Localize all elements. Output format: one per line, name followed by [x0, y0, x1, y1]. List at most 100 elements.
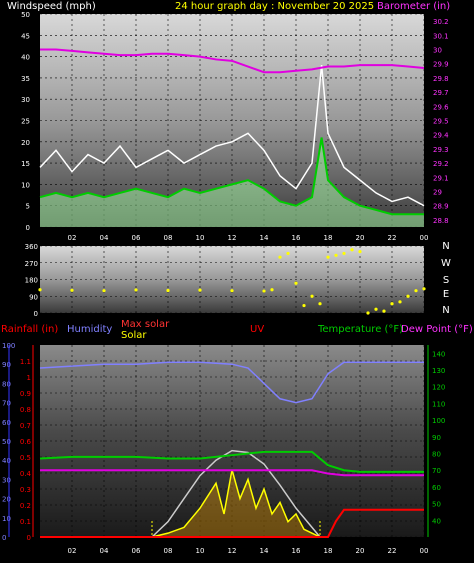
x-tick-label: 02	[68, 547, 77, 555]
direction-point	[342, 251, 346, 256]
x-tick-label: 04	[100, 234, 109, 242]
rainfall-y-tick-label: 0.8	[20, 406, 31, 414]
direction-point	[326, 255, 330, 259]
direction-point	[302, 303, 306, 308]
climate-series	[39, 361, 424, 538]
direction-point	[350, 248, 354, 252]
wind-y-tick-label: 45	[21, 32, 30, 40]
barometer-y-ticks: 30.2 30.1 30 29.9 29.8 29.7 29.6 29.5 29.4 29.3 29…	[433, 18, 449, 225]
direction-point	[334, 253, 338, 257]
direction-point	[358, 249, 362, 254]
compass-label: N	[442, 305, 449, 316]
x-tick-label: 04	[100, 547, 109, 555]
temperature-y-tick-label: 40	[432, 517, 441, 525]
rainfall-y-tick-label: 0.1	[20, 518, 31, 526]
rainfall-y-tick-label: 0.4	[20, 470, 32, 478]
direction-point	[278, 255, 282, 259]
x-tick-label: 22	[388, 234, 397, 242]
barometer-y-tick-label: 29.3	[433, 146, 449, 154]
barometer-y-tick-label: 29.1	[433, 174, 449, 182]
wind-gust-line	[39, 65, 425, 207]
temperature-y-tick-label: 60	[432, 484, 441, 492]
humidity-y-tick-label: 40	[2, 457, 11, 465]
temperature-y-tick-label: 80	[432, 451, 441, 459]
direction-point	[398, 300, 402, 304]
barometer-y-tick-label: 29.6	[433, 103, 449, 111]
compass-label: E	[443, 289, 449, 300]
dew-point-line	[40, 469, 424, 477]
barometer-y-tick-label: 28.9	[433, 203, 449, 211]
direction-point	[70, 288, 74, 292]
humidity-y-tick-label: 30	[2, 476, 11, 484]
barometer-y-tick-label: 28.8	[433, 217, 449, 225]
solar-line	[151, 469, 321, 538]
wind-y-tick-label: 20	[21, 139, 30, 147]
x-tick-label: 20	[356, 234, 365, 242]
direction-point	[422, 287, 426, 291]
direction-y-ticks: 360 270 180 90 0	[25, 243, 38, 318]
barometer-y-tick-label: 29.2	[433, 160, 449, 168]
direction-point	[286, 251, 290, 256]
x-tick-label: 16	[292, 547, 301, 555]
direction-point	[374, 307, 378, 311]
humidity-y-tick-label: 20	[2, 496, 11, 504]
wind-y-tick-label: 35	[21, 75, 30, 83]
direction-point	[414, 289, 418, 293]
barometer-y-tick-label: 30.1	[433, 32, 449, 40]
direction-point	[38, 288, 42, 292]
direction-point	[262, 289, 266, 293]
rainfall-y-tick-label: 0	[27, 534, 31, 542]
x-tick-label: 00	[420, 547, 429, 555]
x-tick-label: 18	[324, 547, 333, 555]
climate-panel-grid	[40, 345, 425, 538]
rainfall-y-tick-label: 0.6	[20, 438, 32, 446]
x-tick-label: 14	[260, 234, 269, 242]
direction-y-tick-label: 180	[25, 277, 38, 285]
direction-point	[318, 302, 322, 306]
rainfall-y-tick-label: 0.7	[20, 422, 31, 430]
x-tick-label: 06	[132, 547, 141, 555]
legend-humidity: Humidity	[67, 324, 112, 335]
x-tick-label: 08	[164, 547, 173, 555]
temperature-y-tick-label: 110	[432, 400, 445, 408]
temperature-y-tick-label: 130	[432, 367, 445, 375]
humidity-line	[39, 361, 424, 404]
wind-y-tick-label: 25	[21, 118, 30, 126]
rainfall-y-tick-label: 1.1	[20, 358, 31, 366]
x-tick-label: 02	[68, 234, 77, 242]
climate-x-ticks: 02 04 06 08 10 12 14 16 18 20 22 00	[68, 547, 429, 555]
barometer-y-tick-label: 29	[433, 189, 442, 197]
x-tick-label: 06	[132, 234, 141, 242]
solar-fill	[152, 469, 320, 537]
wind-y-tick-label: 15	[21, 160, 30, 168]
wind-y-tick-label: 50	[21, 11, 30, 19]
direction-y-tick-label: 0	[34, 310, 38, 318]
temperature-y-tick-label: 140	[432, 350, 445, 358]
direction-point	[382, 309, 386, 313]
direction-point	[102, 289, 106, 293]
x-tick-label: 14	[260, 547, 269, 555]
direction-point	[198, 288, 202, 292]
wind-y-tick-label: 40	[21, 54, 30, 62]
barometer-y-tick-label: 29.5	[433, 118, 449, 126]
x-tick-label: 10	[196, 547, 205, 555]
barometer-y-tick-label: 29.7	[433, 89, 449, 97]
x-tick-label: 08	[164, 234, 173, 242]
humidity-y-tick-label: 70	[2, 400, 11, 408]
humidity-y-tick-label: 10	[2, 515, 11, 523]
direction-y-tick-label: 90	[29, 293, 38, 301]
x-tick-label: 12	[228, 234, 237, 242]
rainfall-line	[40, 508, 424, 538]
barometer-y-tick-label: 30	[433, 47, 442, 55]
rainfall-y-tick-label: 0.9	[20, 390, 31, 398]
direction-point	[310, 294, 314, 298]
wind-y-tick-label: 30	[21, 96, 30, 104]
x-tick-label: 16	[292, 234, 301, 242]
x-tick-label: 12	[228, 547, 237, 555]
compass-label: W	[441, 258, 451, 269]
wind-y-tick-label: 10	[21, 181, 30, 189]
direction-point	[270, 288, 274, 292]
